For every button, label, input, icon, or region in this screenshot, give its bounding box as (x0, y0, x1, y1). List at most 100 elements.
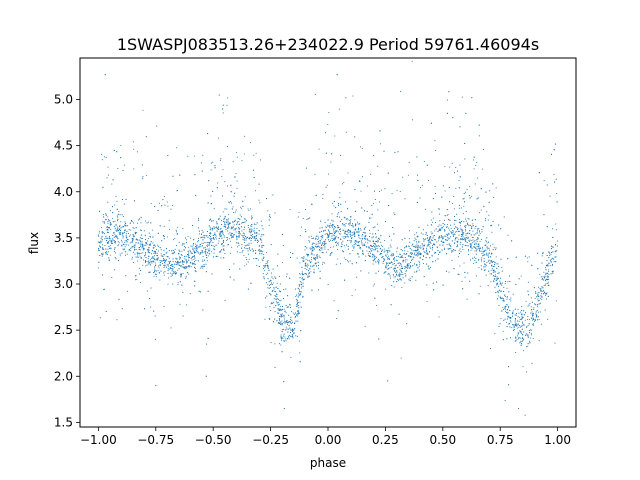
data-point (418, 254, 420, 256)
data-point (306, 218, 308, 220)
data-point (422, 255, 425, 258)
data-point (517, 333, 519, 335)
data-point (220, 234, 222, 236)
data-point (426, 284, 428, 286)
data-point (243, 234, 245, 237)
data-points (97, 60, 559, 416)
data-point (221, 223, 223, 226)
data-point (370, 250, 372, 252)
data-point (235, 209, 237, 211)
data-point (247, 250, 249, 252)
data-point (313, 258, 315, 260)
data-point (538, 340, 540, 342)
data-point (195, 251, 197, 254)
data-point (469, 243, 471, 245)
data-point (106, 250, 108, 252)
data-point (134, 244, 136, 246)
data-point (232, 235, 234, 237)
data-point (514, 314, 516, 316)
data-point (302, 274, 304, 276)
data-point (261, 258, 263, 260)
data-point (315, 243, 317, 245)
data-point (534, 303, 536, 305)
data-point (473, 262, 475, 265)
data-point (473, 241, 475, 243)
data-point (250, 231, 252, 233)
data-point (297, 292, 300, 294)
data-point (477, 230, 479, 232)
data-point (125, 275, 127, 277)
data-point (458, 238, 460, 240)
data-point (299, 361, 301, 363)
data-point (116, 151, 118, 153)
data-point (353, 231, 355, 233)
data-point (240, 233, 242, 235)
data-point (130, 250, 132, 252)
data-point (261, 245, 263, 247)
data-point (406, 266, 408, 268)
data-point (450, 246, 452, 248)
data-point (194, 285, 196, 287)
data-point (309, 268, 311, 270)
data-point (179, 258, 181, 260)
data-point (438, 208, 440, 210)
data-point (112, 221, 114, 223)
data-point (337, 310, 339, 312)
data-point (474, 243, 476, 246)
data-point (314, 93, 316, 95)
data-point (215, 237, 217, 239)
data-point (131, 220, 133, 222)
data-point (512, 293, 514, 295)
data-point (387, 251, 389, 253)
data-point (255, 232, 257, 234)
data-point (249, 249, 251, 251)
data-point (396, 278, 399, 280)
data-point (192, 256, 194, 258)
data-point (341, 250, 343, 252)
data-point (218, 240, 220, 242)
data-point (132, 261, 134, 263)
data-point (484, 253, 486, 255)
data-point (226, 227, 228, 229)
data-point (305, 265, 308, 267)
data-point (429, 246, 431, 248)
data-point (354, 289, 356, 291)
data-point (390, 255, 392, 257)
data-point (171, 250, 173, 252)
data-point (543, 277, 546, 279)
data-point (480, 260, 483, 262)
data-point (229, 231, 231, 233)
data-point (462, 238, 464, 241)
data-point (214, 249, 216, 251)
data-point (147, 238, 149, 240)
data-point (404, 247, 406, 249)
data-point (491, 231, 493, 233)
data-point (102, 248, 104, 250)
data-point (482, 250, 484, 253)
data-point (184, 247, 187, 249)
data-point (242, 205, 244, 207)
data-point (537, 303, 539, 306)
data-point (270, 244, 272, 246)
data-point (508, 316, 510, 318)
data-point (422, 238, 424, 240)
data-point (417, 255, 419, 257)
data-point (107, 166, 109, 168)
data-point (217, 226, 219, 228)
data-point (483, 254, 485, 256)
data-point (373, 242, 375, 245)
data-point (132, 246, 134, 248)
data-point (117, 241, 119, 243)
data-point (382, 260, 384, 263)
data-point (283, 308, 285, 310)
data-point (111, 276, 113, 278)
data-point (556, 192, 558, 194)
data-point (453, 223, 455, 225)
data-point (370, 173, 372, 175)
data-point (439, 244, 441, 246)
data-point (343, 181, 345, 183)
data-point (535, 292, 537, 294)
data-point (246, 244, 248, 246)
data-point (513, 326, 515, 329)
